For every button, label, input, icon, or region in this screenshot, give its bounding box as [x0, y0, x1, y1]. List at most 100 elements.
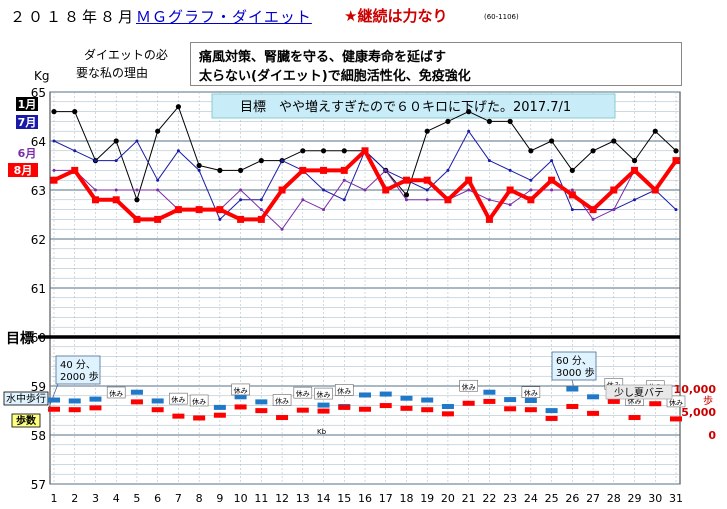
x-tick-label: 16: [358, 492, 372, 505]
point-series-1: [508, 119, 513, 124]
point-series-3: [343, 179, 346, 182]
steps-marker-count: [318, 409, 330, 414]
steps-legend-walk: 水中歩行: [6, 392, 46, 405]
point-series-4: [92, 196, 99, 203]
point-series-1: [673, 148, 678, 153]
y-tick-label: 60: [31, 331, 46, 345]
legend-label: 6月: [18, 147, 37, 160]
steps-marker-walk: [504, 397, 516, 402]
steps-marker-count: [463, 401, 475, 406]
point-series-3: [509, 203, 512, 206]
point-series-2: [115, 159, 118, 162]
point-series-4: [424, 177, 431, 184]
point-series-4: [590, 206, 597, 213]
x-tick-label: 18: [399, 492, 413, 505]
point-series-2: [675, 208, 678, 211]
steps-marker-count: [276, 415, 288, 420]
point-series-4: [113, 196, 120, 203]
point-series-1: [321, 148, 326, 153]
point-series-2: [73, 149, 76, 152]
steps-marker-count: [69, 407, 81, 412]
point-series-2: [322, 189, 325, 192]
point-series-1: [300, 148, 305, 153]
steps-marker-walk: [380, 392, 392, 397]
x-tick-label: 23: [503, 492, 517, 505]
point-series-1: [445, 119, 450, 124]
point-series-3: [156, 189, 159, 192]
point-series-1: [259, 158, 264, 163]
annotation-1-line2: 2000 歩: [60, 370, 99, 383]
weight-chart: 目標575859606162636465Kg123456789101112131…: [0, 0, 727, 509]
point-series-2: [446, 169, 449, 172]
steps-marker-count: [649, 401, 661, 406]
point-series-4: [486, 216, 493, 223]
point-series-4: [341, 167, 348, 174]
steps-marker-walk: [48, 398, 60, 403]
point-series-1: [155, 129, 160, 134]
point-series-4: [320, 167, 327, 174]
point-series-2: [135, 140, 138, 143]
rest-tag-text: 休み: [192, 397, 206, 406]
point-series-4: [465, 177, 472, 184]
point-series-1: [238, 168, 243, 173]
point-series-1: [134, 197, 139, 202]
point-series-3: [384, 169, 387, 172]
point-series-4: [507, 187, 514, 194]
steps-marker-walk: [421, 398, 433, 403]
point-series-2: [239, 198, 242, 201]
steps-marker-count: [608, 399, 620, 404]
point-series-3: [364, 189, 367, 192]
point-series-3: [426, 198, 429, 201]
rest-tag-text: 休み: [337, 386, 351, 395]
x-tick-label: 4: [113, 492, 120, 505]
steps-marker-walk: [546, 408, 558, 413]
x-tick-label: 21: [462, 492, 476, 505]
point-series-4: [154, 216, 161, 223]
steps-marker-walk: [359, 392, 371, 397]
steps-marker-walk: [89, 397, 101, 402]
x-tick-label: 30: [648, 492, 662, 505]
point-series-2: [156, 179, 159, 182]
x-tick-label: 11: [254, 492, 268, 505]
x-tick-label: 8: [196, 492, 203, 505]
y-tick-label: 63: [31, 184, 46, 198]
point-series-3: [281, 228, 284, 231]
steps-marker-count: [338, 405, 350, 410]
x-tick-label: 25: [545, 492, 559, 505]
point-series-4: [548, 177, 555, 184]
steps-marker-count: [152, 407, 164, 412]
steps-axis-label: 5,000: [681, 406, 716, 419]
rest-tag-text: 休み: [275, 397, 289, 406]
steps-marker-count: [380, 403, 392, 408]
point-series-1: [466, 109, 471, 114]
steps-marker-walk: [131, 390, 143, 395]
point-series-2: [529, 179, 532, 182]
steps-marker-count: [48, 407, 60, 412]
point-series-3: [550, 189, 553, 192]
steps-marker-walk: [152, 398, 164, 403]
point-series-1: [176, 104, 181, 109]
steps-marker-count: [193, 415, 205, 420]
point-series-2: [218, 218, 221, 221]
steps-legend-count: 歩数: [16, 414, 37, 427]
point-series-4: [175, 206, 182, 213]
steps-marker-count: [297, 408, 309, 413]
point-series-1: [590, 148, 595, 153]
point-series-4: [569, 191, 576, 198]
steps-marker-count: [255, 408, 267, 413]
x-tick-label: 15: [337, 492, 351, 505]
steps-marker-walk: [400, 396, 412, 401]
annotation-3: 少し夏バテ: [614, 387, 664, 399]
point-series-3: [467, 189, 470, 192]
point-series-3: [53, 169, 56, 172]
steps-marker-count: [214, 413, 226, 418]
point-series-1: [217, 168, 222, 173]
steps-axis-label: 0: [708, 429, 716, 442]
kb-label: Kb: [317, 428, 327, 436]
steps-marker-count: [131, 399, 143, 404]
x-tick-label: 31: [669, 492, 683, 505]
steps-marker-count: [566, 404, 578, 409]
steps-axis-unit: 歩: [703, 394, 713, 407]
point-series-4: [237, 216, 244, 223]
point-series-1: [549, 138, 554, 143]
